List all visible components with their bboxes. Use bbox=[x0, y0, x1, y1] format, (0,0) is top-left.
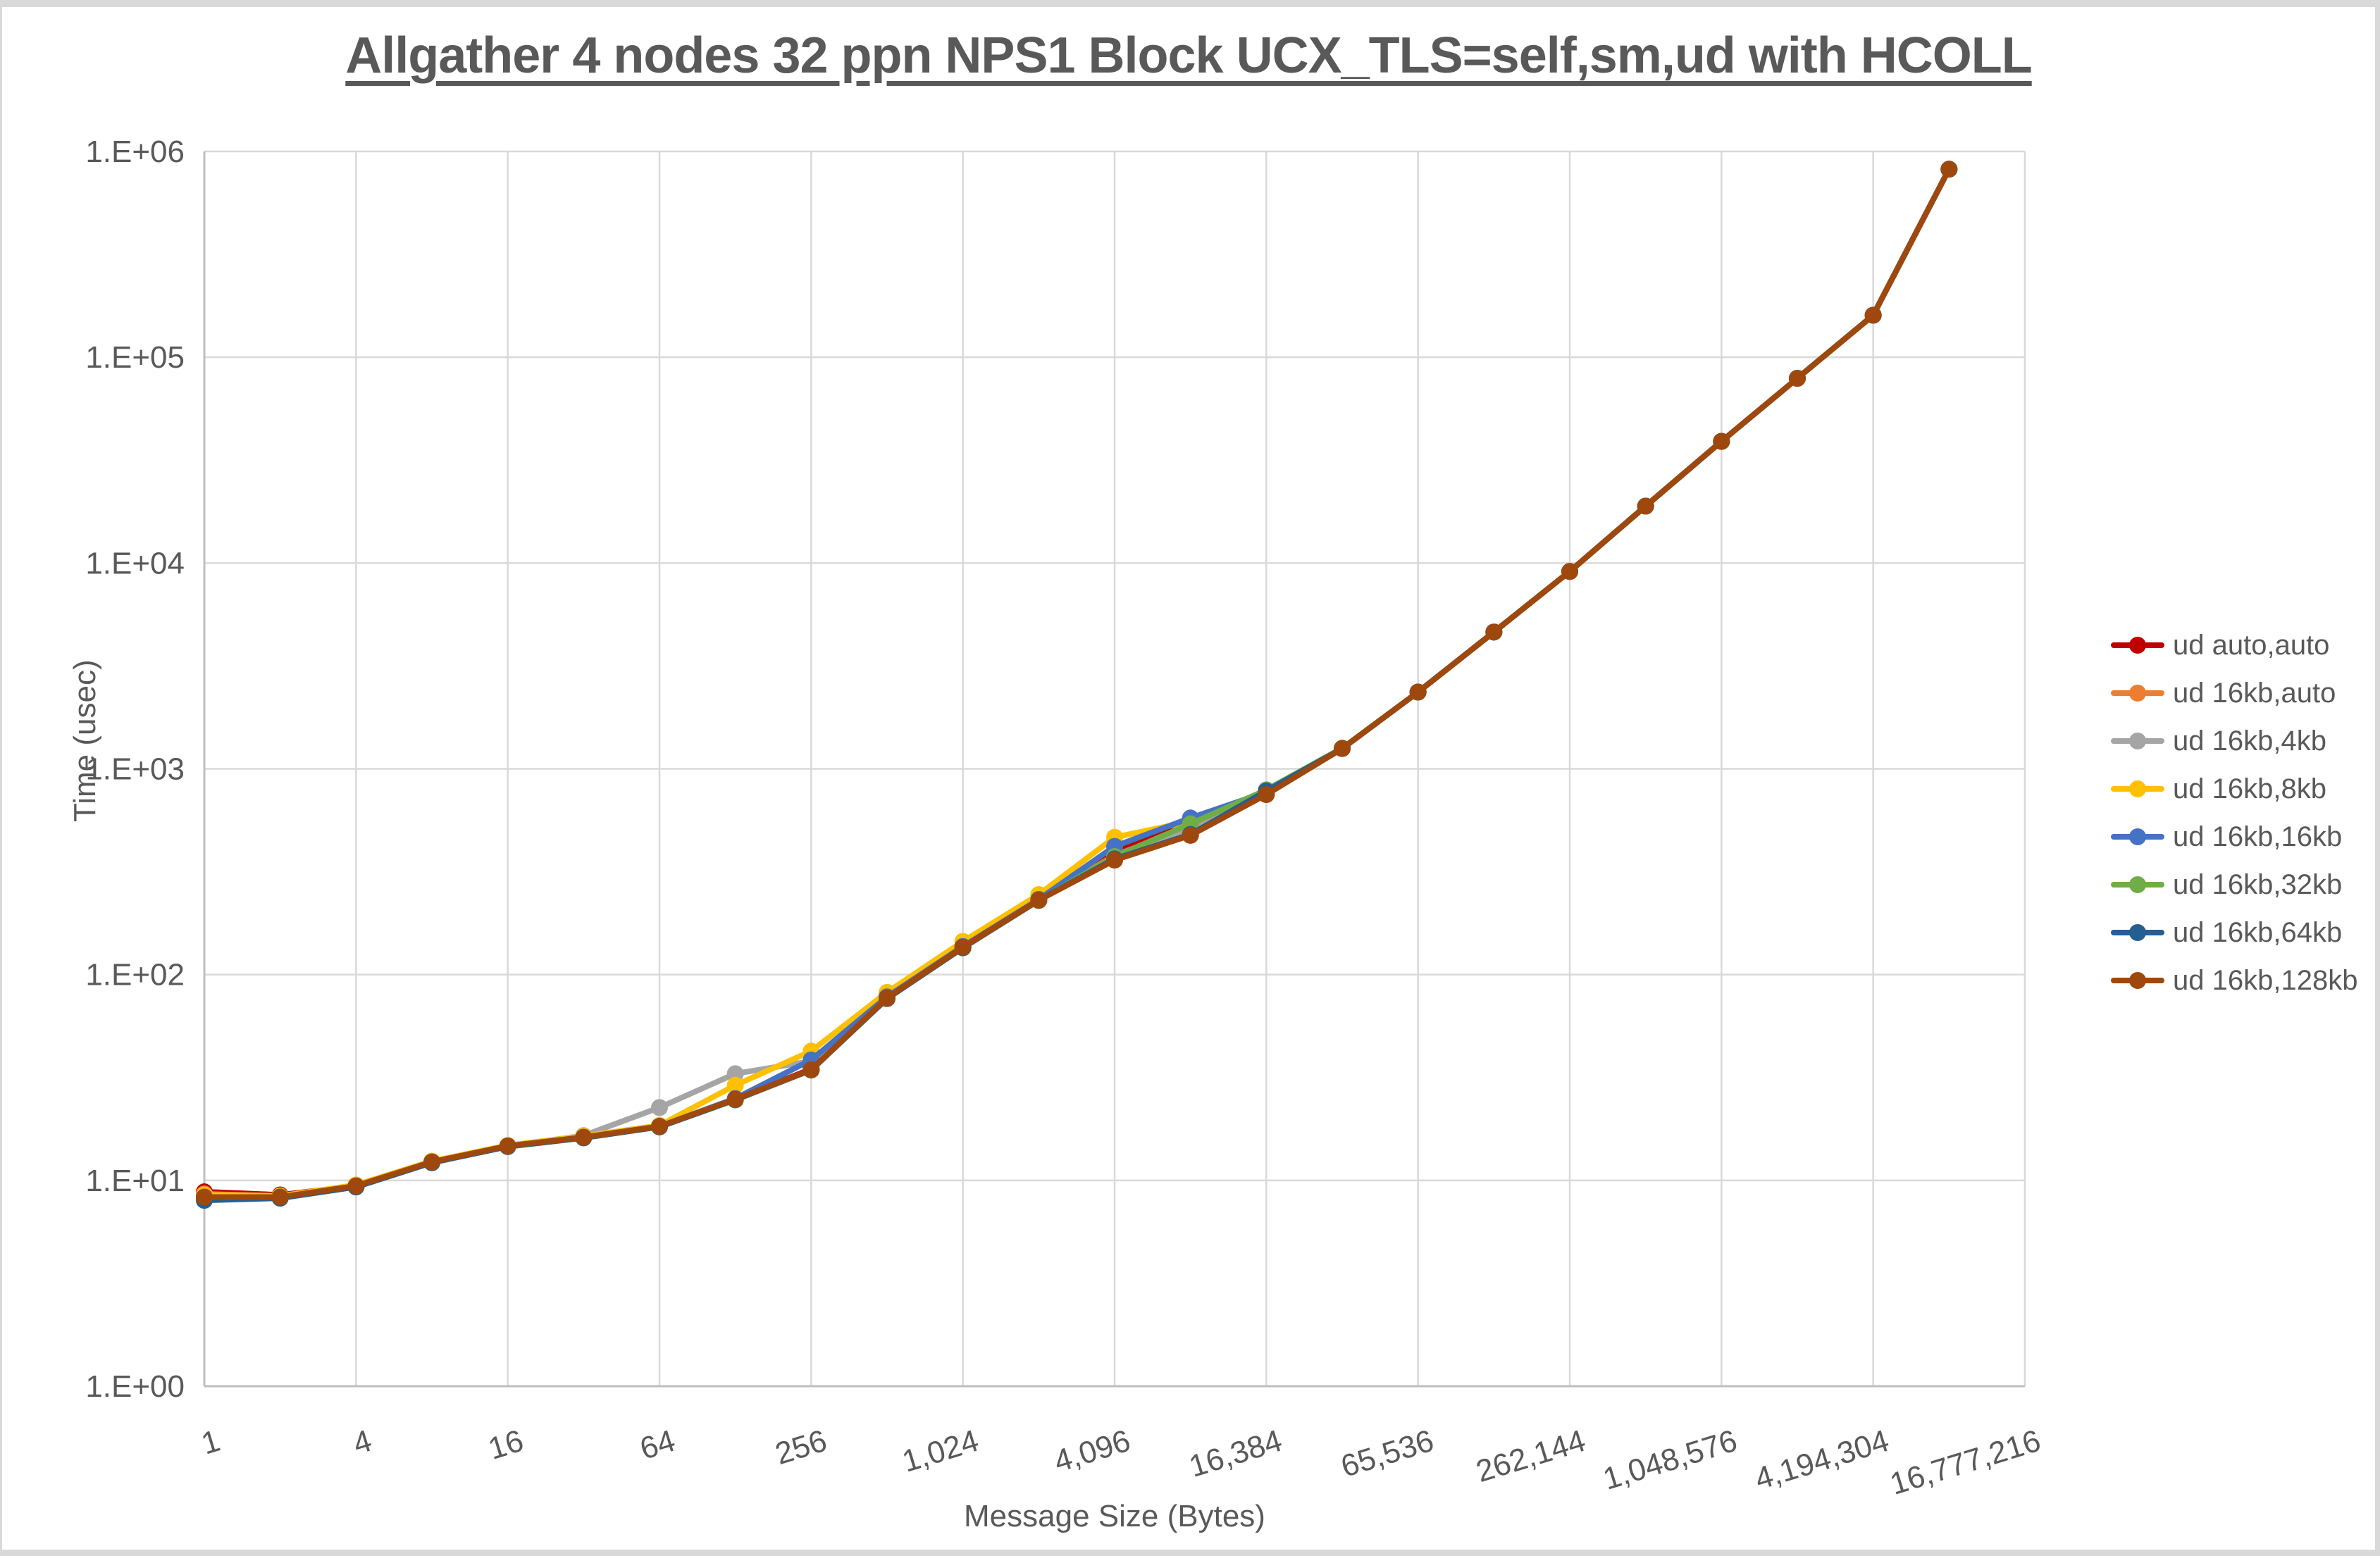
series-line bbox=[202, 166, 1952, 1202]
x-tick-label: 16 bbox=[484, 1424, 527, 1467]
legend-item: ud 16kb,auto bbox=[2111, 669, 2357, 717]
x-tick-label: 16,384 bbox=[1185, 1424, 1286, 1484]
data-point-marker bbox=[347, 1177, 365, 1195]
data-point-marker bbox=[1182, 826, 1199, 844]
legend-dot bbox=[2129, 876, 2146, 893]
data-point-marker bbox=[196, 1188, 213, 1206]
legend-line-marker-icon bbox=[2111, 876, 2164, 894]
data-point-marker bbox=[1789, 370, 1806, 387]
y-tick-label: 1.E+04 bbox=[85, 546, 185, 580]
legend-dot bbox=[2129, 637, 2146, 654]
data-point-marker bbox=[1030, 891, 1048, 909]
x-tick-label: 1 bbox=[197, 1424, 224, 1462]
x-tick-label: 256 bbox=[771, 1424, 831, 1471]
legend-item: ud 16kb,128kb bbox=[2111, 957, 2357, 1004]
data-point-marker bbox=[1258, 786, 1275, 804]
legend-item: ud 16kb,32kb bbox=[2111, 861, 2357, 909]
data-point-marker bbox=[954, 938, 972, 956]
legend-line-marker-icon bbox=[2111, 636, 2164, 654]
data-point-marker bbox=[1561, 563, 1578, 580]
series-line bbox=[202, 166, 1952, 1198]
x-tick-label: 64 bbox=[636, 1424, 679, 1467]
series-line bbox=[202, 166, 1952, 1199]
x-axis-title: Message Size (Bytes) bbox=[964, 1499, 1265, 1533]
series-line bbox=[202, 166, 1952, 1202]
series-line bbox=[202, 166, 1952, 1200]
legend-item: ud 16kb,8kb bbox=[2111, 765, 2357, 813]
y-tick-label: 1.E+01 bbox=[85, 1164, 185, 1198]
legend-label: ud 16kb,4kb bbox=[2173, 725, 2326, 756]
legend-line-marker-icon bbox=[2111, 732, 2164, 750]
data-point-marker bbox=[726, 1076, 744, 1094]
y-tick-label: 1.E+00 bbox=[85, 1369, 185, 1404]
legend-line-marker-icon bbox=[2111, 780, 2164, 798]
legend-label: ud 16kb,16kb bbox=[2173, 821, 2343, 852]
data-point-marker bbox=[1409, 683, 1427, 701]
data-point-marker bbox=[726, 1090, 744, 1108]
plot-area: 1.E+00 1.E+01 1.E+02 1.E+03 1.E+04 1.E+05 1.E+… bbox=[85, 135, 2045, 1502]
x-tick-label: 4 bbox=[349, 1424, 376, 1462]
data-point-marker bbox=[879, 989, 895, 1007]
y-tick-label: 1.E+05 bbox=[85, 340, 185, 375]
legend-item: ud 16kb,16kb bbox=[2111, 813, 2357, 861]
x-tick-label: 262,144 bbox=[1472, 1424, 1589, 1489]
y-tick-label: 1.E+03 bbox=[85, 752, 185, 787]
legend-label: ud auto,auto bbox=[2173, 629, 2330, 661]
data-point-marker bbox=[651, 1099, 668, 1116]
chart-title: Allgather 4 nodes 32 ppn NPS1 Block UCX_… bbox=[345, 27, 2032, 84]
legend-item: ud auto,auto bbox=[2111, 621, 2357, 669]
data-point-marker bbox=[423, 1153, 440, 1171]
legend-dot bbox=[2129, 685, 2146, 702]
data-point-marker bbox=[1106, 852, 1123, 869]
data-point-marker bbox=[1334, 740, 1351, 757]
legend-item: ud 16kb,64kb bbox=[2111, 909, 2357, 957]
x-tick-label: 1,024 bbox=[898, 1424, 983, 1479]
x-tick-label: 1,048,576 bbox=[1599, 1424, 1742, 1497]
y-axis-title: Time (usec) bbox=[68, 659, 102, 822]
legend-dot bbox=[2129, 972, 2146, 989]
x-tick-label: 65,536 bbox=[1337, 1424, 1438, 1484]
data-point-marker bbox=[271, 1188, 289, 1206]
legend-label: ud 16kb,32kb bbox=[2173, 868, 2343, 900]
legend-label: ud 16kb,64kb bbox=[2173, 916, 2343, 948]
legend-dot bbox=[2129, 924, 2146, 941]
series-line bbox=[202, 166, 1952, 1199]
legend-label: ud 16kb,128kb bbox=[2173, 964, 2358, 996]
data-point-marker bbox=[1713, 432, 1730, 450]
legend-dot bbox=[2129, 733, 2146, 749]
legend-line-marker-icon bbox=[2111, 923, 2164, 942]
legend-dot bbox=[2129, 828, 2146, 845]
legend-dot bbox=[2129, 780, 2146, 797]
series-line bbox=[202, 166, 1952, 1199]
legend-line-marker-icon bbox=[2111, 684, 2164, 702]
data-point-marker bbox=[651, 1118, 668, 1135]
x-tick-label: 4,096 bbox=[1050, 1424, 1134, 1479]
legend-label: ud 16kb,auto bbox=[2173, 677, 2336, 709]
data-point-marker bbox=[1637, 497, 1654, 515]
x-tick-label: 16,777,216 bbox=[1886, 1424, 2045, 1502]
data-point-marker bbox=[1485, 623, 1503, 641]
x-tick-label: 4,194,304 bbox=[1751, 1424, 1893, 1497]
data-point-marker bbox=[726, 1065, 744, 1083]
y-tick-label: 1.E+06 bbox=[85, 135, 185, 169]
legend-line-marker-icon bbox=[2111, 971, 2164, 990]
data-point-marker bbox=[575, 1128, 593, 1146]
legend-item: ud 16kb,4kb bbox=[2111, 717, 2357, 765]
data-point-marker bbox=[1940, 161, 1958, 178]
data-point-marker bbox=[1864, 306, 1882, 324]
y-tick-label: 1.E+02 bbox=[85, 958, 185, 992]
data-point-marker bbox=[802, 1061, 820, 1078]
legend: ud auto,auto ud 16kb,auto ud 16kb,4kb ud 16… bbox=[2111, 621, 2357, 1004]
data-point-marker bbox=[499, 1137, 516, 1154]
legend-label: ud 16kb,8kb bbox=[2173, 773, 2326, 804]
series-line bbox=[202, 166, 1952, 1204]
legend-line-marker-icon bbox=[2111, 828, 2164, 846]
